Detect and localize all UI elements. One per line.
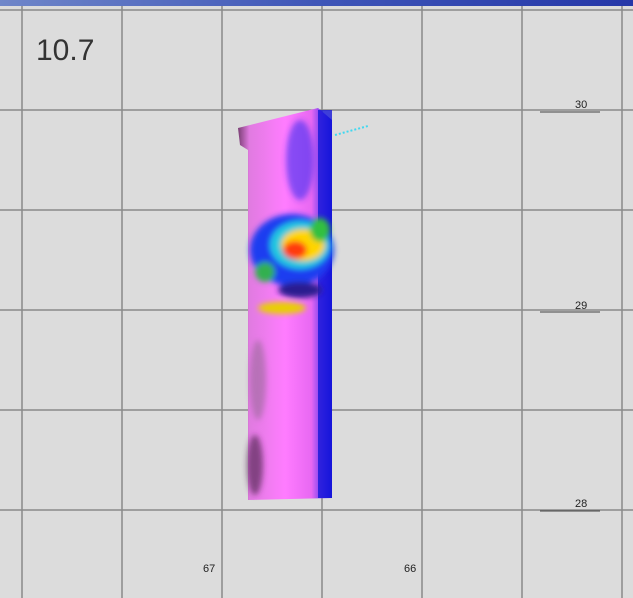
frame-label: 10.7 — [36, 34, 94, 67]
latitude-label: 29 — [575, 300, 587, 312]
latitude-label: 30 — [575, 99, 587, 111]
title-bar — [0, 0, 633, 6]
map-view: 10.7 30 29 28 67 66 — [0, 0, 633, 598]
longitude-label: 67 — [203, 563, 215, 575]
latitude-label: 28 — [575, 498, 587, 510]
longitude-label: 66 — [404, 563, 416, 575]
